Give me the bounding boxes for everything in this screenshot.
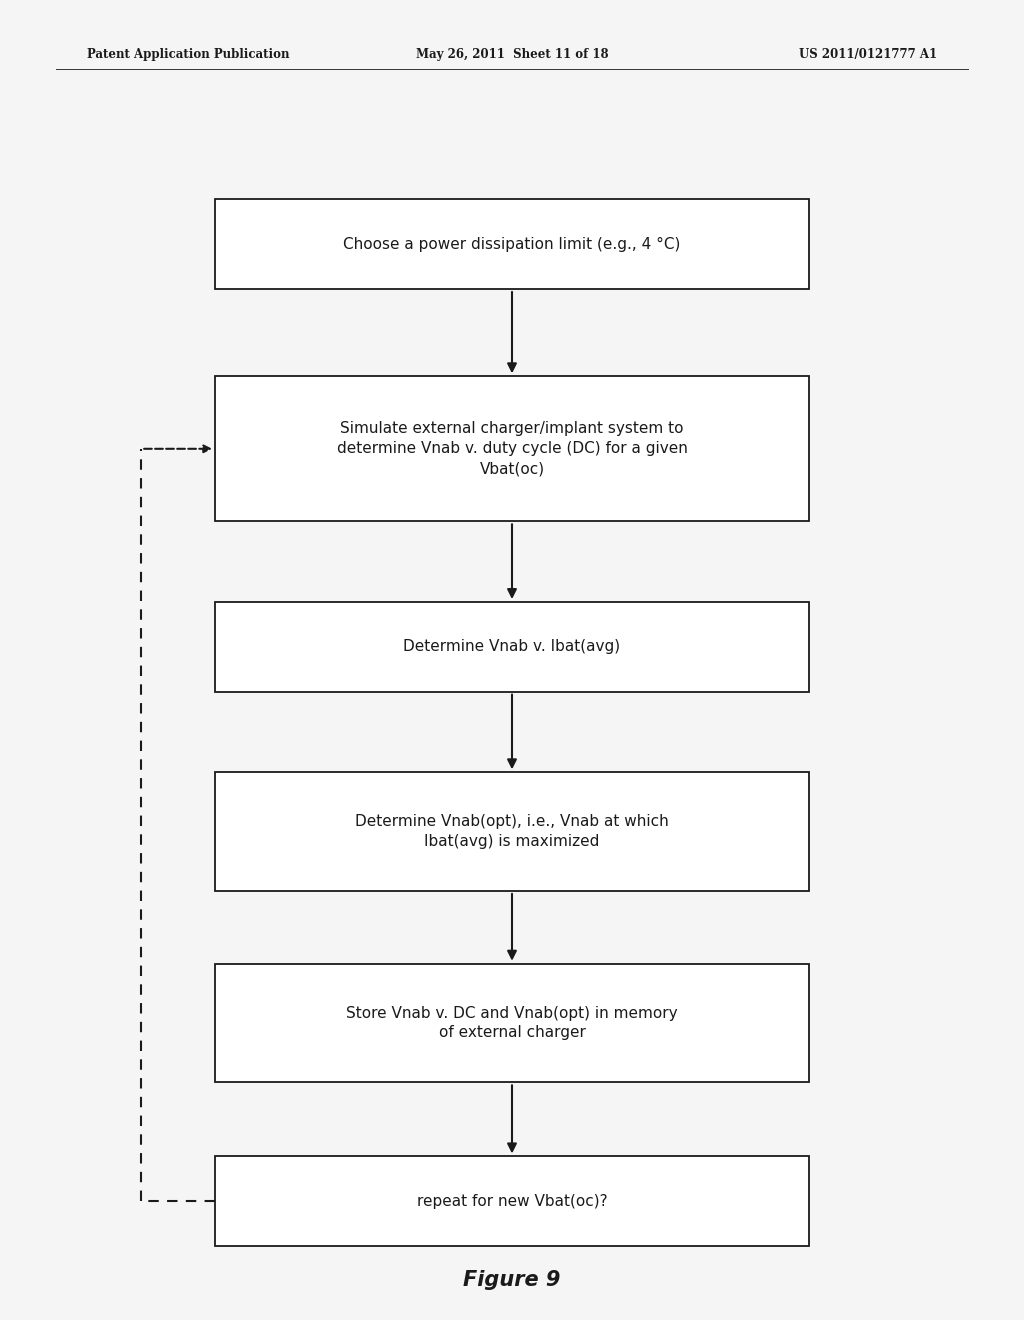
Text: repeat for new Vbat(oc)?: repeat for new Vbat(oc)? <box>417 1193 607 1209</box>
Text: Simulate external charger/implant system to
determine Vnab v. duty cycle (DC) fo: Simulate external charger/implant system… <box>337 421 687 477</box>
Text: Determine Vnab v. Ibat(avg): Determine Vnab v. Ibat(avg) <box>403 639 621 655</box>
Text: US 2011/0121777 A1: US 2011/0121777 A1 <box>799 48 937 61</box>
Text: Choose a power dissipation limit (e.g., 4 °C): Choose a power dissipation limit (e.g., … <box>343 236 681 252</box>
FancyBboxPatch shape <box>215 199 809 289</box>
FancyBboxPatch shape <box>215 772 809 891</box>
Text: May 26, 2011  Sheet 11 of 18: May 26, 2011 Sheet 11 of 18 <box>416 48 608 61</box>
Text: Patent Application Publication: Patent Application Publication <box>87 48 290 61</box>
FancyBboxPatch shape <box>215 602 809 692</box>
Text: Figure 9: Figure 9 <box>463 1270 561 1291</box>
Text: Determine Vnab(opt), i.e., Vnab at which
Ibat(avg) is maximized: Determine Vnab(opt), i.e., Vnab at which… <box>355 814 669 849</box>
FancyBboxPatch shape <box>215 376 809 521</box>
Text: Store Vnab v. DC and Vnab(opt) in memory
of external charger: Store Vnab v. DC and Vnab(opt) in memory… <box>346 1006 678 1040</box>
FancyBboxPatch shape <box>215 964 809 1082</box>
FancyBboxPatch shape <box>215 1156 809 1246</box>
